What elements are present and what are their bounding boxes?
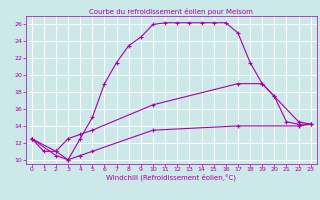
X-axis label: Windchill (Refroidissement éolien,°C): Windchill (Refroidissement éolien,°C) [106,174,236,181]
Title: Courbe du refroidissement éolien pour Melsom: Courbe du refroidissement éolien pour Me… [89,8,253,15]
